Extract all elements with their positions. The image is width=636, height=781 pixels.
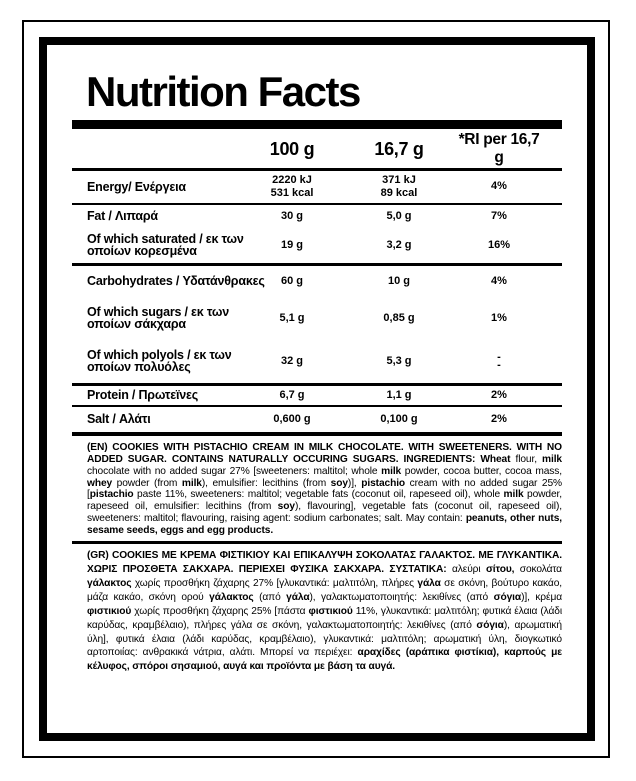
table-row-sugars: Of which sugars / εκ των οποίων σάκχαρα … xyxy=(72,297,562,340)
value-ri: 7% xyxy=(491,209,507,222)
value-per-serving: 3,2 g xyxy=(386,238,412,251)
value-ri: 16% xyxy=(487,238,511,251)
table-row-salt: Salt / Αλάτι 0,600 g 0,100 g 2% xyxy=(72,407,562,436)
nutrient-label: Salt / Αλάτι xyxy=(87,412,151,427)
value-ri: 2% xyxy=(491,388,507,401)
label-inner-border: Nutrition Facts 100 g 16,7 g *RI per 16,… xyxy=(39,37,595,741)
label-line-1: Of which polyols / εκ των xyxy=(87,347,232,362)
section-divider xyxy=(72,541,562,545)
value-line: 531 kcal xyxy=(270,186,314,199)
label-line-2: οποίων κορεσμένα xyxy=(87,244,197,259)
table-row-carbohydrates: Carbohydrates / Υδατάνθρακες 60 g 10 g 4… xyxy=(72,266,562,297)
value-per-serving: 0,85 g xyxy=(383,311,415,324)
nutrient-label: Energy/ Ενέργεια xyxy=(87,179,186,194)
table-row-polyols: Of which polyols / εκ των οποίων πολυόλε… xyxy=(72,340,562,386)
value-ri: 4% xyxy=(491,180,507,193)
page-title: Nutrition Facts xyxy=(86,68,361,115)
column-header-per-serving: 16,7 g xyxy=(374,138,424,159)
value-ri: 2% xyxy=(491,412,507,425)
nutrient-label: Of which polyols / εκ των οποίων πολυόλε… xyxy=(72,349,240,374)
table-row-fat: Fat / Λιπαρά 30 g 5,0 g 7% xyxy=(72,205,562,228)
dash-line: - xyxy=(497,350,501,363)
label-line-1: Of which saturated / εκ των xyxy=(87,231,244,246)
value-per-100g: 5,1 g xyxy=(279,311,305,324)
label-line-1: Of which sugars / εκ των xyxy=(87,304,229,319)
nutrient-label: Of which saturated / εκ των οποίων κορεσ… xyxy=(72,233,244,259)
ingredients-paragraph-en: (EN) COOKIES WITH PISTACHIO CREAM IN MIL… xyxy=(87,441,562,537)
value-per-serving: 371 kJ 89 kcal xyxy=(344,174,454,200)
label-outer-border: Nutrition Facts 100 g 16,7 g *RI per 16,… xyxy=(22,20,610,758)
value-per-100g: 6,7 g xyxy=(279,388,305,401)
value-per-serving: 1,1 g xyxy=(386,388,412,401)
nutrient-label: Fat / Λιπαρά xyxy=(87,209,158,224)
table-row-protein: Protein / Πρωτεϊνες 6,7 g 1,1 g 2% xyxy=(72,386,562,407)
table-header-row: 100 g 16,7 g *RI per 16,7 g xyxy=(72,129,562,171)
dash-line: - xyxy=(497,359,501,372)
title-divider-bar xyxy=(72,120,562,129)
label-content: Nutrition Facts 100 g 16,7 g *RI per 16,… xyxy=(47,71,587,674)
value-line: 2220 kJ xyxy=(272,174,312,186)
value-line: 371 kJ xyxy=(382,174,416,186)
table-row-energy: Energy/ Ενέργεια 2220 kJ 531 kcal 371 kJ… xyxy=(72,171,562,205)
label-line-2: οποίων πολυόλες xyxy=(87,360,191,375)
nutrient-label: Protein / Πρωτεϊνες xyxy=(87,388,199,403)
nutrient-label: Carbohydrates / Υδατάνθρακες xyxy=(87,274,265,289)
column-header-per-100g: 100 g xyxy=(269,138,315,159)
value-per-100g: 19 g xyxy=(280,238,303,251)
ingredients-paragraph-gr: (GR) COOKIES ΜΕ ΚΡΕΜΑ ΦΙΣΤΙΚΙΟΥ ΚΑΙ ΕΠΙΚ… xyxy=(87,550,563,673)
value-ri: - - xyxy=(454,350,562,372)
value-per-100g: 0,600 g xyxy=(273,412,311,425)
value-per-serving: 5,0 g xyxy=(386,209,412,222)
value-ri: 1% xyxy=(491,311,507,324)
value-line: 89 kcal xyxy=(380,186,418,199)
value-per-100g: 30 g xyxy=(280,209,303,222)
nutrient-label: Of which sugars / εκ των οποίων σάκχαρα xyxy=(72,306,240,331)
value-per-100g: 2220 kJ 531 kcal xyxy=(240,174,344,200)
value-ri: 4% xyxy=(491,274,507,287)
column-header-ri: *RI per 16,7 g xyxy=(458,131,540,166)
value-per-100g: 32 g xyxy=(280,354,303,367)
value-per-serving: 10 g xyxy=(387,274,410,287)
value-per-serving: 5,3 g xyxy=(386,354,412,367)
label-line-2: οποίων σάκχαρα xyxy=(87,317,186,332)
value-per-serving: 0,100 g xyxy=(380,412,418,425)
table-row-saturated: Of which saturated / εκ των οποίων κορεσ… xyxy=(72,228,562,266)
value-per-100g: 60 g xyxy=(280,274,303,287)
